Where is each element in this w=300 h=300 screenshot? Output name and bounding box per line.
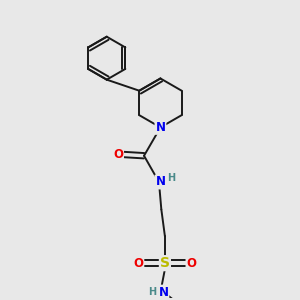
Text: O: O xyxy=(187,256,196,270)
Text: H: H xyxy=(167,173,175,183)
Text: N: N xyxy=(155,121,165,134)
Text: N: N xyxy=(158,286,168,298)
Text: S: S xyxy=(160,256,170,270)
Text: O: O xyxy=(113,148,123,161)
Text: H: H xyxy=(148,287,156,297)
Text: N: N xyxy=(155,176,165,188)
Text: O: O xyxy=(134,256,143,270)
